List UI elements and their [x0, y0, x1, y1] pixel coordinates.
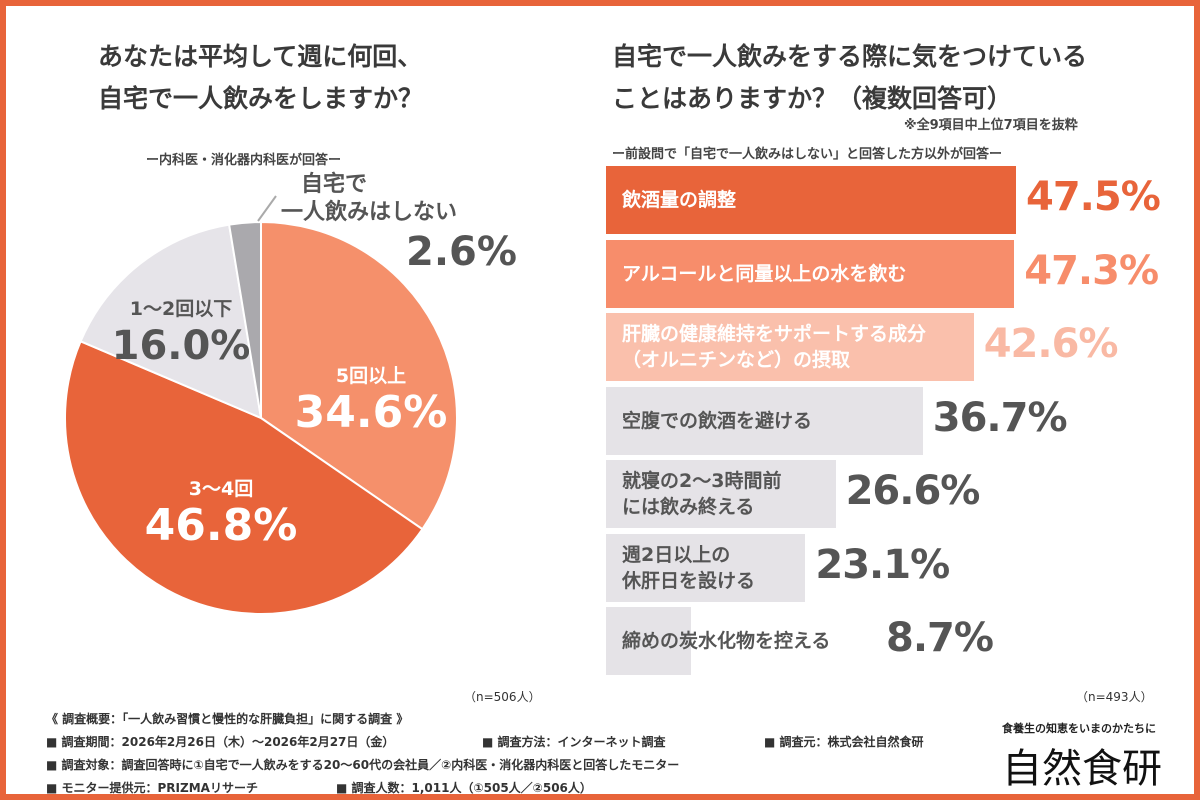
left-title-1: あなたは平均して週に何回、: [98, 42, 423, 71]
pie-label: 1〜2回以下 16.0%: [81, 294, 281, 371]
infographic: あなたは平均して週に何回、 自宅で一人飲みをしますか？ ー内科医・消化器内科医が…: [6, 6, 1194, 795]
bar-label-line: 肝臓の健康維持をサポートする成分: [622, 323, 927, 345]
left-respondents: ー内科医・消化器内科医が回答ー: [146, 153, 342, 168]
pie-label-value: 34.6%: [294, 387, 448, 438]
bar: [606, 386, 923, 455]
footer-provider: ■ モニター提供元：PRIZMAリサーチ: [46, 781, 258, 795]
pie-label-name: 3〜4回: [188, 478, 254, 500]
bar-value: 47.5%: [1026, 174, 1161, 220]
bar-label-line: 休肝日を設ける: [622, 569, 756, 592]
right-respondents: ー前設問で「自宅で一人飲みはしない」と回答した方以外が回答ー: [612, 147, 1003, 162]
brand-logo: 自然食研: [1002, 746, 1162, 792]
right-note: ※全9項目中上位7項目を抜粋: [904, 118, 1078, 133]
bar-label-line: （オルニチンなど）の摂取: [622, 349, 851, 371]
bar: [606, 533, 806, 602]
pie-chart: [64, 195, 458, 615]
right-n: （n=493人）: [1076, 690, 1153, 704]
pie-slice: [260, 220, 458, 531]
pie-label-name: 一人飲みはしない: [281, 200, 458, 225]
bar: [606, 313, 974, 381]
pie-label-value: 2.6%: [406, 229, 517, 275]
pie-slice: [79, 223, 263, 420]
pie-slice: [227, 220, 262, 419]
bar-value: 23.1%: [815, 541, 950, 588]
bar-label-line: 就寝の2〜3時間前: [622, 470, 782, 492]
bar-value: 42.6%: [983, 321, 1119, 367]
leader-line: [257, 195, 277, 222]
pie-slice: [64, 339, 424, 615]
bar-label-line: アルコールと同量以上の水を飲む: [622, 262, 907, 285]
bar-label: 週2日以上の休肝日を設ける: [622, 542, 755, 594]
pie-label-name: 自宅で: [301, 172, 368, 197]
pie-label-value: 46.8%: [144, 500, 298, 551]
bar-label-line: 空腹での飲酒を避ける: [622, 409, 813, 432]
pie-label-name: 1〜2回以下: [129, 298, 233, 320]
bar: [606, 607, 691, 675]
left-n: （n=506人）: [464, 690, 541, 704]
right-title-2: ことはありますか？（複数回答可）: [612, 84, 1013, 113]
bar-label: 飲酒量の調整: [622, 187, 736, 213]
footer-period: ■ 調査期間：2026年2月26日（木）〜2026年2月27日（金）: [46, 735, 395, 749]
left-title-2: 自宅で一人飲みをしますか？: [98, 84, 424, 113]
bar-value: 36.7%: [932, 394, 1068, 441]
brand-tagline: 食養生の知恵をいまのかたちに: [1002, 722, 1156, 735]
bar-label: 締めの炭水化物を控える: [622, 628, 830, 654]
footer-method: ■ 調査方法：インターネット調査: [482, 735, 666, 749]
bar: [606, 460, 836, 528]
bar-label: 就寝の2〜3時間前 には飲み終える: [622, 468, 781, 520]
pie-label: 3〜4回 46.8%: [121, 474, 321, 551]
bar-value: 8.7%: [886, 615, 994, 661]
footer-summary: 《 調査概要：「一人飲み習慣と慢性的な肝臓負担」に関する調査 》: [46, 712, 409, 726]
bar-value: 26.6%: [845, 468, 981, 514]
footer-target: ■ 調査対象：調査回答時に①自宅で一人飲みをする20〜60代の会社員／②内科医・…: [46, 758, 680, 772]
pie-label: 5回以上 34.6%: [271, 361, 471, 438]
bar: [606, 239, 1015, 308]
bar: [606, 166, 1016, 234]
bar-label: 空腹での飲酒を避ける: [622, 408, 812, 434]
bar-value: 47.3%: [1024, 247, 1159, 294]
bar-label-line: 締めの炭水化物を控える: [622, 630, 831, 652]
bar-label-line: 飲酒量の調整: [622, 189, 737, 211]
right-title-1: 自宅で一人飲みをする際に気をつけている: [612, 42, 1088, 71]
pie-label-name: 5回以上: [335, 365, 407, 387]
footer-count: ■ 調査人数：1,011人（①505人／②506人）: [336, 781, 592, 795]
pie-label: 自宅で一人飲みはしない 2.6%: [281, 171, 521, 277]
pie-label-value: 16.0%: [111, 323, 251, 369]
bar-label: 肝臓の健康維持をサポートする成分 （オルニチンなど）の摂取: [622, 321, 926, 373]
footer-org: ■ 調査元：株式会社自然食研: [764, 735, 924, 749]
bar-label: アルコールと同量以上の水を飲む: [622, 261, 906, 287]
bar-label-line: 週2日以上の: [622, 543, 731, 566]
bar-label-line: には飲み終える: [622, 496, 755, 518]
